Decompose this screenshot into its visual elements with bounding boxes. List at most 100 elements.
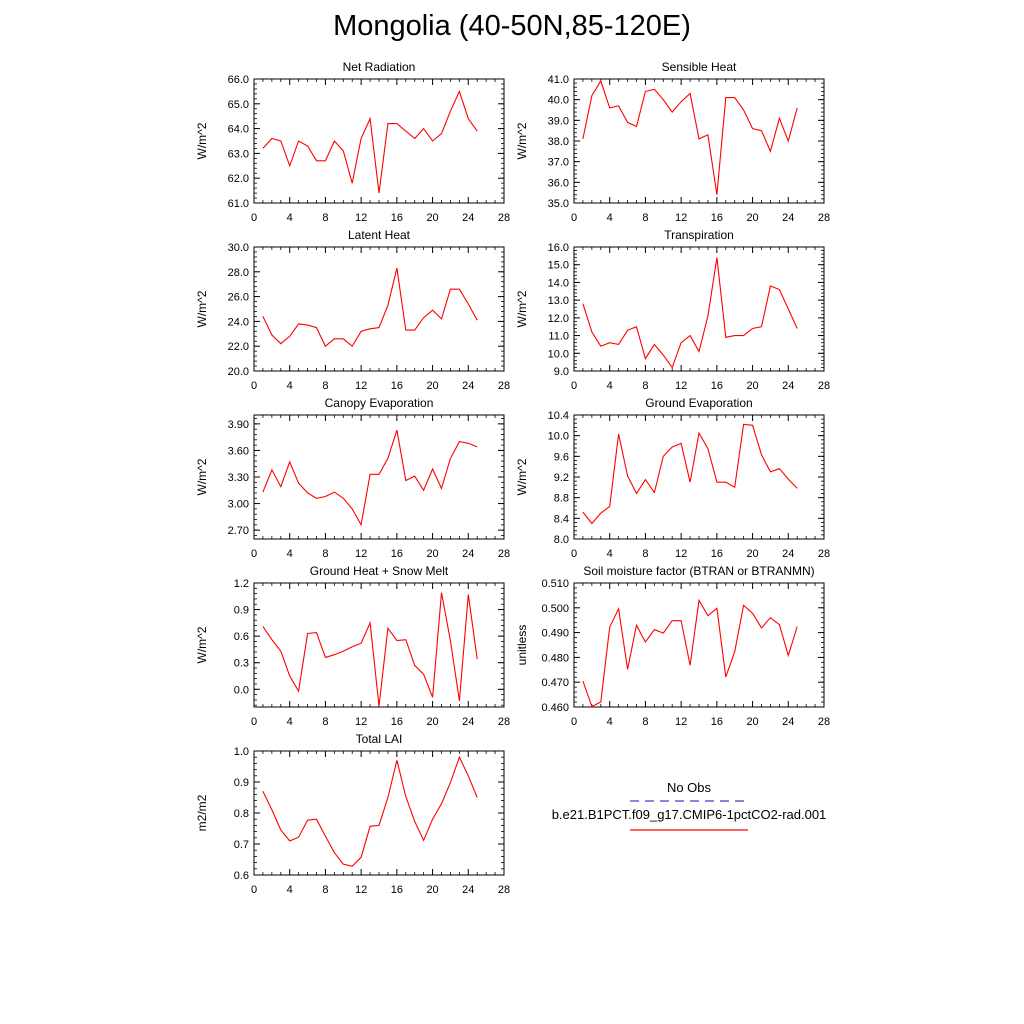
x-tick-label: 0 — [571, 380, 577, 392]
x-tick-label: 4 — [287, 380, 293, 392]
x-tick-label: 16 — [711, 548, 723, 560]
x-tick-label: 12 — [355, 380, 367, 392]
y-tick-label: 35.0 — [548, 198, 569, 210]
x-tick-label: 20 — [426, 548, 438, 560]
panel-title: Net Radiation — [343, 60, 416, 74]
y-tick-label: 13.0 — [548, 295, 569, 307]
y-tick-label: 0.0 — [234, 684, 249, 696]
x-tick-label: 16 — [391, 212, 403, 224]
y-axis-label: m2/m2 — [195, 794, 209, 831]
x-tick-label: 0 — [571, 716, 577, 728]
y-tick-label: 0.7 — [234, 839, 249, 851]
x-tick-label: 4 — [607, 716, 613, 728]
x-tick-label: 28 — [818, 716, 830, 728]
figure-title: Mongolia (40-50N,85-120E) — [333, 10, 691, 42]
y-tick-label: 12.0 — [548, 313, 569, 325]
y-tick-label: 0.460 — [541, 702, 569, 714]
x-tick-label: 4 — [287, 716, 293, 728]
series-line — [262, 267, 478, 348]
x-tick-label: 12 — [675, 212, 687, 224]
x-tick-label: 20 — [426, 212, 438, 224]
chart-panel-9: 0 4 8 12 16 20 24 28 0.6 0.7 0.8 0.9 1.0 Total LAI m2/… — [195, 732, 510, 896]
x-tick-label: 28 — [818, 380, 830, 392]
plot-frame — [253, 78, 505, 204]
y-axis-label: W/m^2 — [515, 458, 529, 495]
y-tick-label: 0.510 — [541, 578, 569, 590]
x-tick-label: 16 — [391, 884, 403, 896]
x-tick-label: 16 — [391, 716, 403, 728]
y-tick-label: 63.0 — [228, 148, 249, 160]
y-tick-label: 66.0 — [228, 74, 249, 86]
plot-frame — [253, 582, 505, 708]
x-tick-label: 28 — [498, 716, 510, 728]
y-tick-label: 10.0 — [548, 348, 569, 360]
y-axis-label: W/m^2 — [195, 458, 209, 495]
chart-panel-5: 0 4 8 12 16 20 24 28 2.70 3.00 3.30 3.60 3.90 Canopy … — [195, 396, 510, 560]
y-tick-label: 0.6 — [234, 631, 249, 643]
x-tick-label: 28 — [498, 548, 510, 560]
y-axis-label: unitless — [515, 625, 529, 666]
y-tick-label: 0.6 — [234, 870, 249, 882]
y-tick-label: 65.0 — [228, 99, 249, 111]
y-tick-label: 0.490 — [541, 628, 569, 640]
x-tick-label: 4 — [287, 548, 293, 560]
chart-panel-6: 0 4 8 12 16 20 24 28 8.0 8.4 8.8 9.2 9.6 10.0 10.4 Grou… — [515, 396, 830, 560]
panel-title: Canopy Evaporation — [325, 396, 434, 410]
x-tick-label: 8 — [322, 716, 328, 728]
y-tick-label: 0.3 — [234, 658, 249, 670]
y-tick-label: 10.4 — [548, 410, 569, 422]
x-tick-label: 8 — [642, 716, 648, 728]
panel-title: Soil moisture factor (BTRAN or BTRANMN) — [583, 564, 814, 578]
y-tick-label: 3.00 — [228, 499, 249, 511]
y-tick-label: 0.500 — [541, 603, 569, 615]
x-tick-label: 0 — [571, 548, 577, 560]
y-tick-label: 3.90 — [228, 419, 249, 431]
x-tick-label: 24 — [782, 716, 794, 728]
plot-frame — [573, 78, 825, 204]
y-tick-label: 10.0 — [548, 431, 569, 443]
x-tick-label: 8 — [322, 548, 328, 560]
x-tick-label: 20 — [746, 380, 758, 392]
x-tick-label: 24 — [462, 212, 474, 224]
x-tick-label: 24 — [462, 884, 474, 896]
series-line — [582, 598, 798, 708]
x-tick-label: 0 — [251, 884, 257, 896]
y-tick-label: 24.0 — [228, 316, 249, 328]
x-tick-label: 4 — [607, 212, 613, 224]
x-tick-label: 0 — [251, 212, 257, 224]
x-tick-label: 28 — [498, 212, 510, 224]
x-tick-label: 8 — [642, 548, 648, 560]
chart-panel-1: 0 4 8 12 16 20 24 28 61.0 62.0 63.0 64.0 65.0 66.0 Net… — [195, 60, 510, 224]
x-tick-label: 12 — [355, 548, 367, 560]
x-tick-label: 4 — [287, 884, 293, 896]
y-tick-label: 1.0 — [234, 746, 249, 758]
x-tick-label: 24 — [462, 380, 474, 392]
x-tick-label: 0 — [571, 212, 577, 224]
x-tick-label: 8 — [322, 380, 328, 392]
y-tick-label: 40.0 — [548, 95, 569, 107]
x-tick-label: 8 — [322, 212, 328, 224]
y-axis-label: W/m^2 — [195, 122, 209, 159]
series-line — [262, 429, 478, 527]
y-tick-label: 14.0 — [548, 277, 569, 289]
x-tick-label: 0 — [251, 380, 257, 392]
x-tick-label: 20 — [426, 380, 438, 392]
x-tick-label: 12 — [355, 716, 367, 728]
x-tick-label: 16 — [711, 716, 723, 728]
y-tick-label: 8.0 — [554, 534, 569, 546]
x-tick-label: 12 — [675, 716, 687, 728]
plot-frame — [253, 246, 505, 372]
x-tick-label: 24 — [782, 548, 794, 560]
x-tick-label: 20 — [746, 548, 758, 560]
x-tick-label: 4 — [607, 380, 613, 392]
y-tick-label: 37.0 — [548, 157, 569, 169]
legend: No Obs b.e21.B1PCT.f09_g17.CMIP6-1pctCO2-… — [552, 780, 826, 831]
y-tick-label: 0.9 — [234, 777, 249, 789]
x-tick-label: 12 — [355, 884, 367, 896]
y-tick-label: 9.2 — [554, 472, 569, 484]
x-tick-label: 24 — [462, 548, 474, 560]
y-axis-label: W/m^2 — [195, 626, 209, 663]
y-tick-label: 61.0 — [228, 198, 249, 210]
y-tick-label: 20.0 — [228, 366, 249, 378]
